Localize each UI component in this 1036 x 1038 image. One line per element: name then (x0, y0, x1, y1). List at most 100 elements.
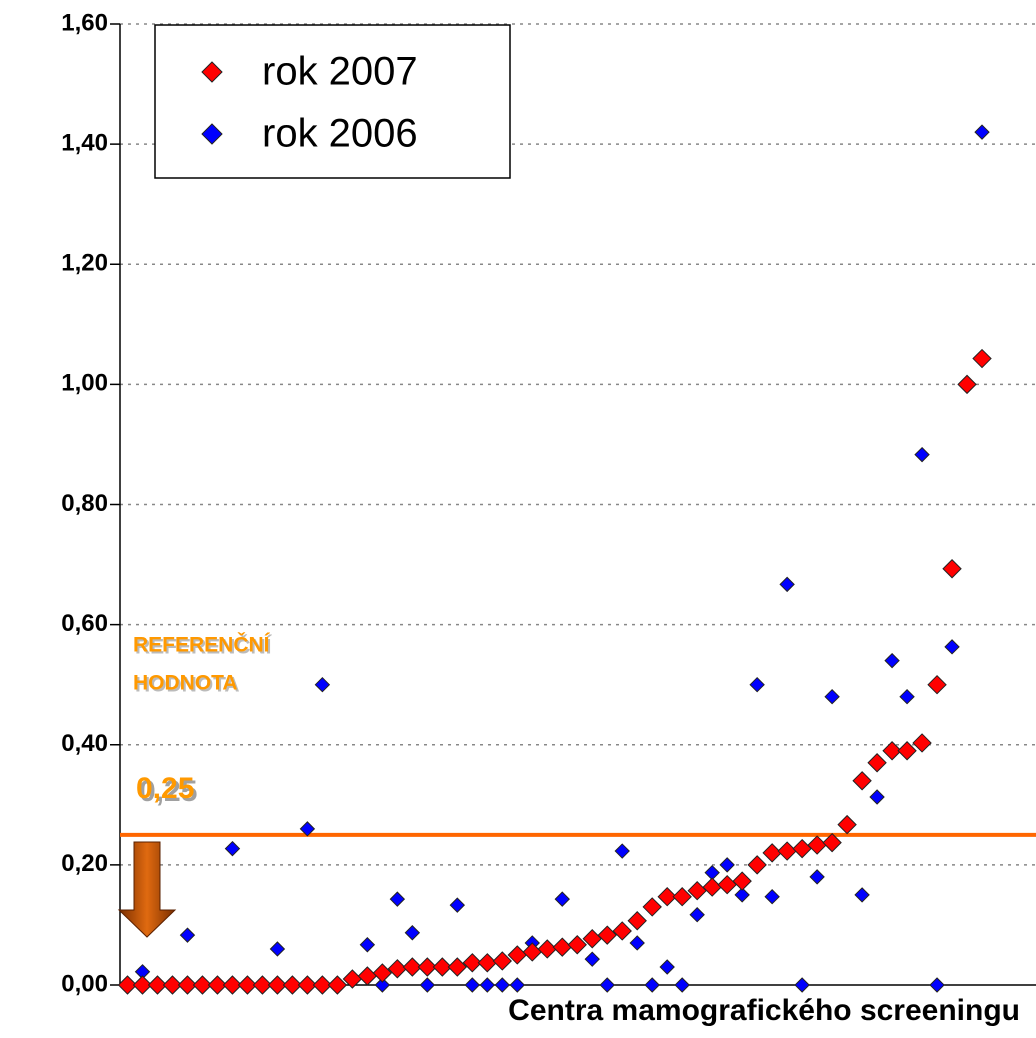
point (792, 838, 812, 859)
point (659, 959, 675, 975)
point (147, 975, 168, 995)
x-axis-title: Centra mamografického screeningu (508, 994, 1020, 1027)
point (117, 975, 138, 995)
point (492, 951, 512, 971)
y-tick-label: 0,60 (61, 610, 108, 637)
point (477, 953, 498, 973)
point (207, 975, 228, 995)
y-tick-label: 0,80 (61, 490, 108, 517)
point (252, 975, 273, 995)
point (657, 887, 677, 907)
point (432, 957, 453, 977)
point (629, 935, 645, 951)
legend-marker (201, 61, 223, 83)
point (297, 975, 318, 995)
y-tick-label: 0,40 (61, 730, 108, 757)
point (599, 977, 615, 993)
point (852, 771, 872, 791)
point (732, 871, 752, 891)
point (974, 124, 990, 140)
point (597, 925, 617, 945)
point (897, 741, 917, 761)
point (719, 857, 735, 873)
point (914, 446, 930, 463)
point (224, 840, 241, 857)
point (537, 939, 557, 959)
point (162, 975, 183, 995)
point (389, 891, 406, 907)
point (417, 957, 438, 977)
point (779, 576, 795, 593)
annotation-shadow: REFERENČNÍ (135, 635, 273, 659)
point (327, 975, 348, 995)
point (522, 942, 542, 962)
point (357, 966, 378, 986)
point (869, 789, 885, 805)
reference-label: 0,25 (136, 772, 194, 805)
point (509, 977, 525, 993)
point (447, 957, 468, 977)
y-tick-label: 1,20 (61, 250, 108, 277)
point (374, 977, 391, 993)
reference-label-shadow: 0,25 (139, 775, 197, 808)
point (794, 977, 810, 993)
point (674, 977, 690, 993)
point (942, 559, 962, 579)
legend-box (154, 24, 511, 179)
point (764, 889, 780, 905)
point (689, 907, 705, 923)
point (929, 977, 945, 993)
point (957, 374, 977, 395)
point (644, 977, 660, 993)
point (177, 975, 198, 995)
point (837, 814, 857, 835)
point (972, 348, 992, 369)
point (222, 975, 243, 995)
point (809, 869, 825, 885)
point (884, 652, 900, 669)
point (824, 688, 840, 705)
point (702, 877, 722, 897)
point (567, 935, 587, 955)
legend-label: rok 2007 (262, 50, 418, 94)
point (614, 843, 630, 859)
y-tick-label: 1,60 (61, 9, 108, 36)
point (867, 753, 887, 773)
point (314, 676, 331, 693)
point (672, 887, 692, 907)
point (762, 843, 782, 863)
point (192, 975, 213, 995)
annotation: REFERENČNÍ (133, 633, 271, 657)
legend-label: rok 2006 (262, 112, 418, 156)
point (747, 855, 767, 875)
point (944, 639, 960, 655)
point (584, 951, 600, 967)
y-tick-label: 1,40 (61, 129, 108, 156)
point (419, 977, 436, 993)
point (237, 975, 258, 995)
point (734, 887, 750, 903)
y-tick-label: 1,00 (61, 370, 108, 397)
annotation: HODNOTA (133, 672, 238, 695)
point (299, 821, 316, 837)
arrow (117, 841, 177, 938)
point (854, 887, 870, 903)
point (282, 975, 303, 995)
point (612, 921, 632, 941)
y-tick-label: 0,20 (61, 850, 108, 877)
point (312, 975, 333, 995)
point (552, 937, 572, 957)
point (882, 741, 902, 761)
point (822, 832, 842, 853)
point (132, 975, 153, 995)
y-tick-label: 0,00 (61, 970, 108, 997)
point (449, 897, 466, 913)
point (912, 733, 932, 753)
point (627, 911, 647, 931)
point (554, 891, 570, 907)
point (462, 953, 483, 973)
point (267, 975, 288, 995)
point (372, 963, 393, 983)
